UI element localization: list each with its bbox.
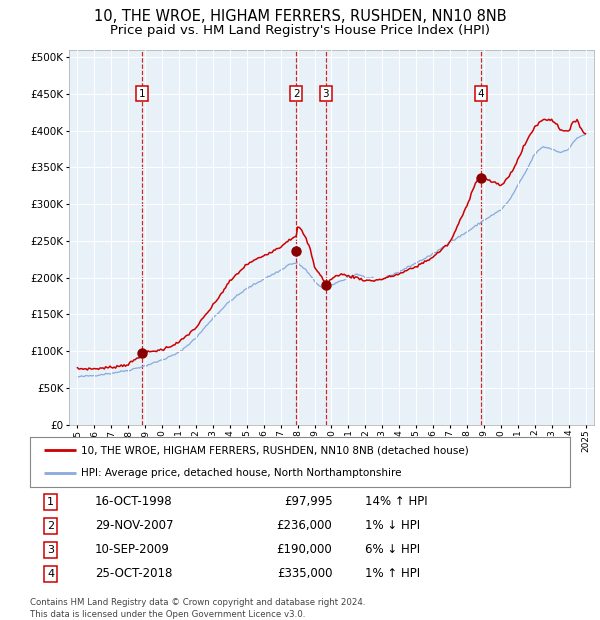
Text: £335,000: £335,000 (277, 567, 332, 580)
Text: 29-NOV-2007: 29-NOV-2007 (95, 520, 173, 533)
Text: 6% ↓ HPI: 6% ↓ HPI (365, 543, 420, 556)
Text: 4: 4 (478, 89, 484, 99)
Text: 3: 3 (47, 545, 54, 555)
Text: Contains HM Land Registry data © Crown copyright and database right 2024.
This d: Contains HM Land Registry data © Crown c… (30, 598, 365, 619)
Text: £97,995: £97,995 (284, 495, 332, 508)
Text: £190,000: £190,000 (277, 543, 332, 556)
Text: 10, THE WROE, HIGHAM FERRERS, RUSHDEN, NN10 8NB: 10, THE WROE, HIGHAM FERRERS, RUSHDEN, N… (94, 9, 506, 24)
Text: £236,000: £236,000 (277, 520, 332, 533)
Text: 10-SEP-2009: 10-SEP-2009 (95, 543, 170, 556)
Text: 1% ↓ HPI: 1% ↓ HPI (365, 520, 420, 533)
Text: 10, THE WROE, HIGHAM FERRERS, RUSHDEN, NN10 8NB (detached house): 10, THE WROE, HIGHAM FERRERS, RUSHDEN, N… (82, 446, 469, 456)
Text: HPI: Average price, detached house, North Northamptonshire: HPI: Average price, detached house, Nort… (82, 468, 402, 478)
Text: Price paid vs. HM Land Registry's House Price Index (HPI): Price paid vs. HM Land Registry's House … (110, 24, 490, 37)
Text: 3: 3 (323, 89, 329, 99)
Text: 1% ↑ HPI: 1% ↑ HPI (365, 567, 420, 580)
Text: 2: 2 (47, 521, 54, 531)
Text: 14% ↑ HPI: 14% ↑ HPI (365, 495, 427, 508)
Text: 1: 1 (47, 497, 54, 507)
Text: 1: 1 (139, 89, 145, 99)
Text: 2: 2 (293, 89, 299, 99)
Text: 4: 4 (47, 569, 54, 579)
Text: 16-OCT-1998: 16-OCT-1998 (95, 495, 172, 508)
Text: 25-OCT-2018: 25-OCT-2018 (95, 567, 172, 580)
